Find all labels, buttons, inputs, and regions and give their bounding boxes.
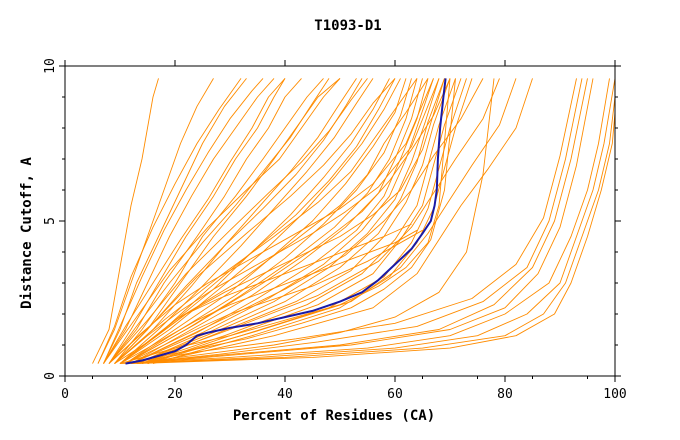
series-line-m20 [136, 78, 445, 365]
series-line-m13 [125, 78, 407, 364]
series-line-m54 [103, 78, 264, 364]
highlight-series-line [125, 78, 447, 365]
x-tick-label-100: 100 [603, 387, 626, 402]
series-line-m56 [108, 78, 330, 364]
series-line-m22 [141, 78, 456, 365]
series-line-m52 [119, 78, 445, 364]
series-line-m26 [114, 78, 418, 364]
series-line-m02 [97, 78, 214, 364]
series-line-m31 [141, 78, 517, 365]
series-line-m32 [147, 78, 533, 365]
series-line-m16 [130, 78, 423, 364]
chart-title: T1093-D1 [314, 18, 381, 34]
series-line-m44 [125, 229, 423, 365]
series-line-m57 [114, 78, 363, 364]
series-line-m37 [125, 78, 616, 365]
series-line-m40 [130, 78, 588, 365]
x-tick-label-20: 20 [167, 387, 183, 402]
series-line-m12 [119, 78, 401, 364]
series-line-m45 [119, 229, 418, 364]
series-line-m47 [119, 78, 451, 365]
highlight-layer [125, 78, 447, 365]
series-layer [92, 78, 616, 365]
series-line-m29 [130, 78, 484, 365]
series-line-m03 [103, 78, 247, 364]
series-line-m30 [136, 78, 500, 365]
x-tick-label-60: 60 [387, 387, 403, 402]
series-line-m33 [108, 78, 396, 364]
series-line-m18 [130, 78, 434, 365]
series-line-m15 [125, 78, 418, 364]
series-line-m50 [108, 78, 434, 364]
series-line-m38 [130, 96, 616, 365]
series-line-m48 [125, 78, 456, 365]
series-line-m36 [119, 78, 610, 365]
series-line-m49 [130, 78, 495, 365]
series-line-m01 [92, 78, 159, 364]
series-line-m41 [125, 78, 577, 365]
series-line-m09 [114, 78, 357, 364]
series-line-m10 [119, 78, 374, 364]
y-tick-label-10: 10 [43, 58, 58, 74]
x-tick-label-80: 80 [497, 387, 513, 402]
series-line-m58 [119, 78, 396, 364]
series-line-m39 [136, 112, 616, 365]
x-tick-label-0: 0 [61, 387, 69, 402]
y-axis-label: Distance Cutoff, A [19, 157, 35, 309]
series-line-m35 [103, 78, 341, 364]
series-line-m27 [119, 78, 429, 364]
series-line-m08 [114, 78, 341, 364]
axes-layer: 0 20 40 60 80 100 0 5 10 [43, 58, 627, 402]
series-line-m43 [136, 78, 594, 365]
series-line-m17 [130, 78, 429, 365]
series-line-m11 [119, 78, 390, 364]
series-line-m42 [130, 78, 583, 365]
y-tick-label-5: 5 [43, 217, 58, 225]
series-line-m34 [108, 78, 368, 364]
series-line-m55 [103, 78, 286, 364]
series-line-m51 [114, 78, 440, 364]
x-tick-label-40: 40 [277, 387, 293, 402]
y-tick-label-0: 0 [43, 372, 58, 380]
x-axis-label: Percent of Residues (CA) [233, 408, 435, 424]
series-line-m05 [108, 78, 286, 364]
series-line-m53 [97, 78, 242, 364]
